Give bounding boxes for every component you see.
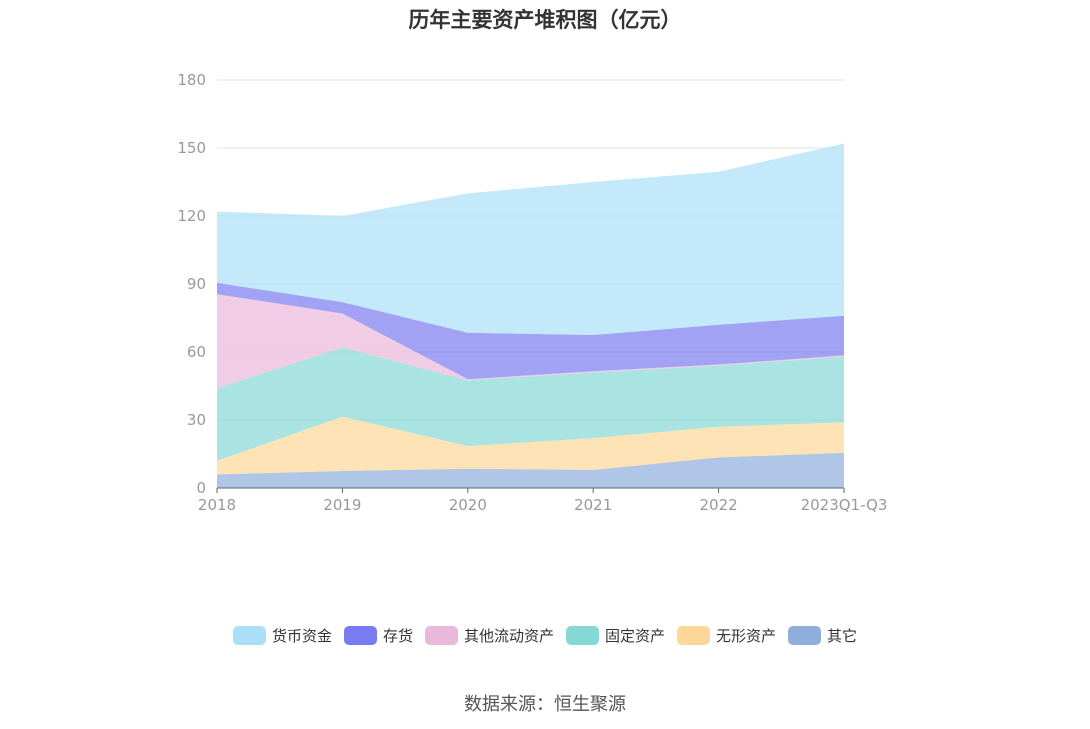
legend-swatch [677,626,711,645]
y-tick-label-150: 150 [177,139,206,157]
legend-item-2[interactable]: 其他流动资产 [424,625,554,646]
axis-layer: 0 30 60 90 120 150 180 2018 2019 2020 2021 2022 2023… [177,71,887,514]
legend-label: 存货 [382,627,413,645]
legend-swatch [232,626,266,645]
y-tick-label-180: 180 [177,71,206,89]
legend-swatch [566,626,599,645]
legend-item-0[interactable]: 货币资金 [232,625,332,646]
x-tick-label-1: 2019 [323,496,361,514]
legend-item-5[interactable]: 其它 [788,625,857,646]
y-tick-label-30: 30 [187,411,206,429]
legend-label: 其它 [827,627,858,645]
legend-item-4[interactable]: 无形资产 [677,625,776,646]
y-tick-label-0: 0 [196,479,206,497]
legend-item-3[interactable]: 固定资产 [566,625,665,646]
legend-label: 固定资产 [605,627,666,645]
x-tick-label-5: 2023Q1-Q3 [801,496,888,514]
x-tick-label-2: 2020 [449,496,487,514]
area-series-2 [217,347,844,461]
x-tick-label-0: 2018 [198,496,236,514]
source-note: 数据来源：恒生聚源 [464,694,626,715]
area-series-0 [217,452,844,488]
y-tick-label-120: 120 [177,207,206,225]
y-tick-label-90: 90 [187,275,206,293]
y-tick-label-60: 60 [187,343,206,361]
legend-label: 货币资金 [271,627,332,645]
area-series-4 [217,282,844,380]
legend-swatch [788,626,822,645]
legend-swatch [343,626,377,645]
x-tick-label-4: 2022 [700,496,738,514]
chart-title: 历年主要资产堆积图（亿元） [408,8,682,32]
legend-swatch [424,626,458,645]
legend: 货币资金 存货 其他流动资产 固定资产 无形资产 其它 [0,625,1090,646]
area-layer [217,143,844,488]
area-series-1 [217,416,844,475]
legend-label: 无形资产 [716,627,777,645]
area-series-3 [217,294,844,389]
legend-item-1[interactable]: 存货 [343,625,413,646]
x-tick-label-3: 2021 [574,496,612,514]
area-series-5 [217,143,844,335]
legend-label: 其他流动资产 [463,627,554,645]
